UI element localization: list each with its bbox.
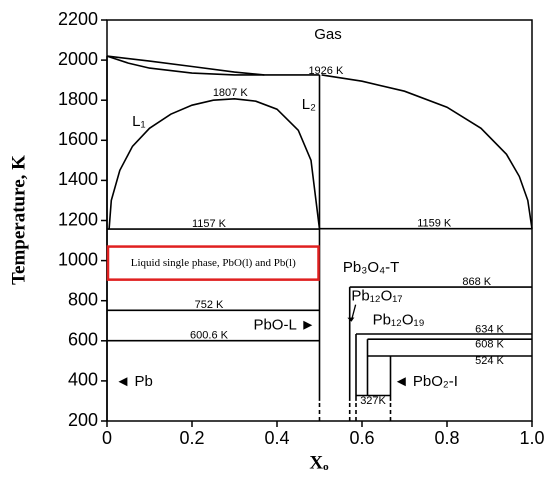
annotation: 1159 K (417, 217, 452, 229)
annotation: Pb₁₂O₁₉ (373, 312, 425, 329)
annotation: 752 K (195, 299, 224, 311)
annotation: Pb₃O₄-T (343, 259, 399, 276)
annotation: 608 K (475, 339, 504, 351)
y-tick-label: 1000 (58, 249, 98, 269)
annotation: 634 K (475, 324, 504, 336)
annotation: L₂ (302, 96, 316, 113)
pointer-arrowhead (347, 317, 355, 322)
y-tick-label: 200 (68, 410, 98, 430)
x-tick-label: 0.6 (349, 428, 374, 448)
annotation: L₁ (132, 113, 145, 130)
annotation: 524 K (475, 355, 504, 367)
annotation: 868 K (462, 276, 491, 288)
y-tick-label: 2200 (58, 9, 98, 29)
annotation: 1926 K (308, 65, 344, 77)
annotation: 1807 K (213, 87, 249, 99)
x-tick-label: 0 (102, 428, 112, 448)
y-tick-label: 1600 (58, 129, 98, 149)
annotation: Gas (314, 26, 342, 43)
x-axis-title: Xₒ (309, 452, 329, 473)
y-axis-title: Temperature, K (8, 155, 29, 285)
phase-boundary (108, 97, 321, 230)
y-tick-label: 1400 (58, 169, 98, 189)
y-tick-label: 400 (68, 370, 98, 390)
x-tick-label: 0.4 (264, 428, 289, 448)
phase-boundary (321, 74, 533, 229)
highlight-box (106, 245, 320, 281)
phase-boundary (106, 55, 265, 76)
annotation: ◄ Pb (116, 373, 153, 390)
annotation: 1157 K (192, 218, 227, 230)
annotation: Pb₁₂O₁₇ (351, 288, 402, 305)
annotation: 327K (360, 395, 386, 407)
x-tick-label: 1.0 (519, 428, 544, 448)
y-tick-label: 2000 (58, 49, 98, 69)
y-tick-label: 600 (68, 330, 98, 350)
annotation: Liquid single phase, PbO(l) and Pb(l) (131, 257, 296, 269)
y-tick-label: 1800 (58, 89, 98, 109)
phase-boundary (106, 55, 320, 76)
annotation: 600.6 K (190, 330, 229, 342)
x-tick-label: 0.2 (179, 428, 204, 448)
annotation: ◄ PbO₂-I (394, 373, 458, 390)
y-tick-label: 800 (68, 289, 98, 309)
y-tick-label: 1200 (58, 209, 98, 229)
x-tick-label: 0.8 (434, 428, 459, 448)
annotation: PbO-L ► (253, 317, 315, 334)
